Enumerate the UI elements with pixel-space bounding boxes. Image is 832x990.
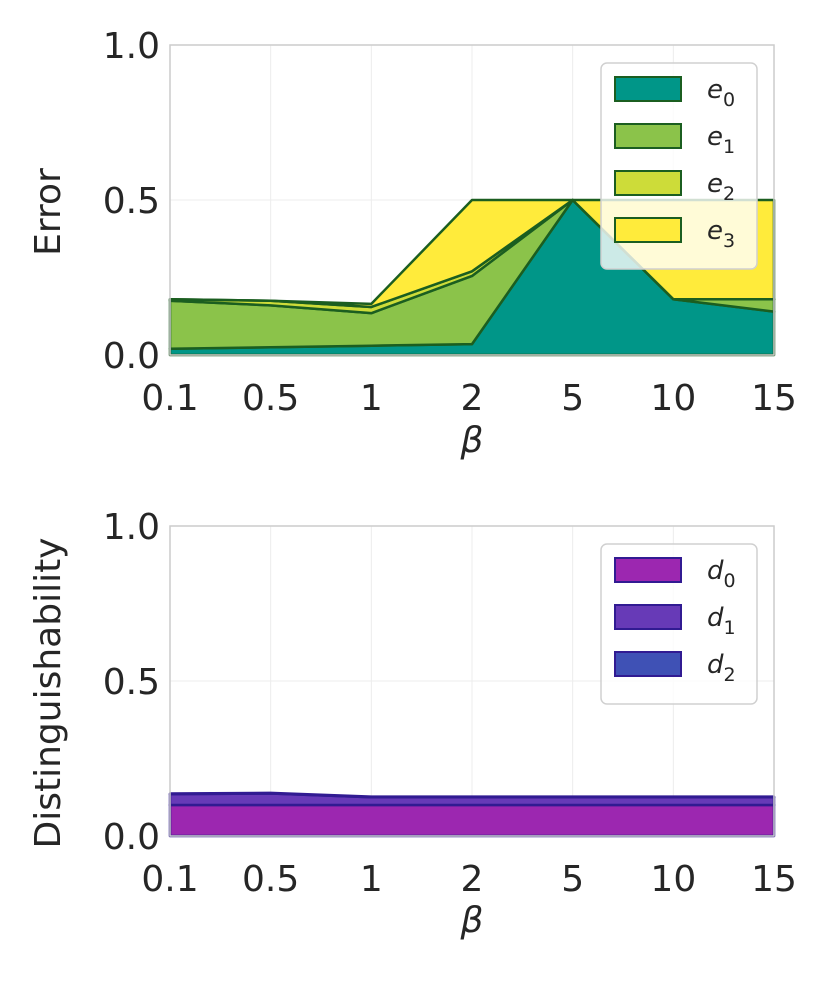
x-tick-label: 0.1 <box>141 378 198 419</box>
x-tick-label: 5 <box>561 378 584 419</box>
legend-label-d0: d0 <box>707 556 736 592</box>
axes-frame <box>169 525 775 837</box>
legend-swatch-e0 <box>614 76 682 102</box>
y-tick-label: 0.5 <box>103 181 160 222</box>
legend: e0 e1 e2 e3 <box>600 62 758 270</box>
legend-label-e3: e3 <box>707 216 735 252</box>
x-tick-label: 1 <box>360 378 383 419</box>
x-tick-label: 2 <box>461 378 484 419</box>
y-tick-label: 0.5 <box>103 662 160 703</box>
y-tick-label: 0.0 <box>103 336 160 377</box>
y-tick-label: 1.0 <box>103 507 160 548</box>
x-tick-label: 10 <box>650 859 696 900</box>
chart-panel-1: 0.0 0.5 1.0 0.1 0.5 1 2 5 10 15 β Error e0 e1 e2 e3 <box>28 26 797 461</box>
x-tick-label: 0.5 <box>242 859 299 900</box>
legend-swatch-e2 <box>614 170 682 196</box>
chart-panel-2: 0.0 0.5 1.0 0.1 0.5 1 2 5 10 15 β Distinguishabilit… <box>28 507 797 941</box>
legend-label-d1: d1 <box>707 603 736 639</box>
legend-swatch-e1 <box>614 123 682 149</box>
legend-swatch-d1 <box>614 604 682 630</box>
x-tick-label: 15 <box>751 859 797 900</box>
x-axis-label: β <box>460 900 484 941</box>
x-tick-label: 5 <box>561 859 584 900</box>
y-tick-label: 1.0 <box>103 26 160 67</box>
x-tick-label: 2 <box>461 859 484 900</box>
legend-swatch-e3 <box>614 217 682 243</box>
x-tick-label: 0.5 <box>242 378 299 419</box>
area-series-d0 <box>168 803 776 838</box>
x-tick-label: 10 <box>650 378 696 419</box>
legend-label-e1: e1 <box>707 122 735 158</box>
legend-swatch-d0 <box>614 557 682 583</box>
x-tick-label: 15 <box>751 378 797 419</box>
axes-frame <box>169 44 775 356</box>
legend: d0 d1 d2 <box>600 543 758 705</box>
legend-label-d2: d2 <box>707 650 736 686</box>
x-tick-label: 1 <box>360 859 383 900</box>
legend-swatch-d2 <box>614 651 682 677</box>
legend-label-e0: e0 <box>707 75 735 111</box>
y-axis-label: Error <box>28 168 69 256</box>
x-axis-label: β <box>460 420 484 461</box>
legend-label-e2: e2 <box>707 169 735 205</box>
y-tick-label: 0.0 <box>103 817 160 858</box>
x-tick-label: 0.1 <box>141 859 198 900</box>
y-axis-label: Distinguishability <box>28 538 69 849</box>
